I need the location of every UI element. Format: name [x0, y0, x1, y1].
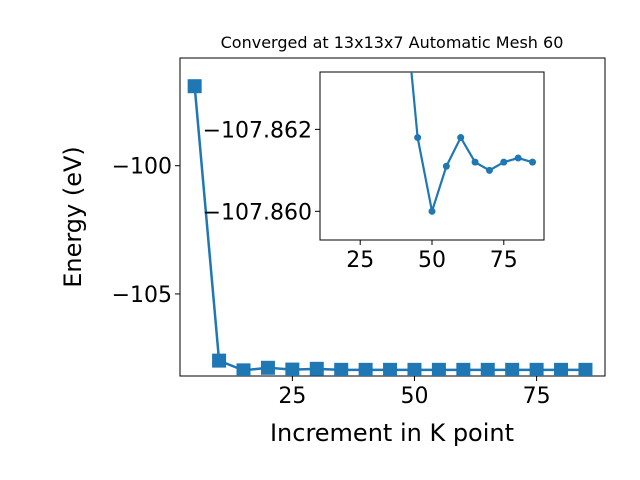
- main-x-tick-label: 50: [400, 384, 428, 409]
- chart-title: Converged at 13x13x7 Automatic Mesh 60: [221, 33, 564, 52]
- inset-data-point: [442, 162, 450, 170]
- main-x-tick-label: 25: [278, 384, 306, 409]
- main-tick-layer: 25 50 75 −105 −100: [112, 155, 551, 409]
- inset-plot-area: [410, 72, 537, 215]
- main-x-tick-label: 75: [523, 384, 551, 409]
- main-data-point: [309, 361, 324, 376]
- main-data-point: [212, 353, 227, 368]
- inset-data-point: [457, 134, 465, 142]
- inset-x-tick-label: 25: [346, 248, 374, 273]
- main-data-point: [505, 362, 520, 376]
- main-data-point: [187, 79, 202, 94]
- main-data-point: [285, 362, 300, 376]
- inset-x-tick-label: 50: [418, 248, 446, 273]
- inset-data-point: [529, 158, 537, 166]
- inset-data-point: [471, 158, 479, 166]
- inset-tick-layer: 25 50 75 −107.862 −107.860: [203, 118, 518, 273]
- main-plot-area: [187, 79, 593, 376]
- main-data-point: [407, 362, 422, 376]
- main-data-point: [554, 362, 569, 376]
- inset-series-line: [410, 72, 533, 212]
- main-data-point: [529, 362, 544, 376]
- main-data-point: [456, 362, 471, 376]
- main-data-point: [260, 360, 275, 375]
- main-data-point: [480, 362, 495, 376]
- main-y-tick-label: −105: [112, 283, 172, 308]
- main-data-point: [383, 362, 398, 376]
- inset-x-tick-label: 75: [490, 248, 518, 273]
- main-data-point: [431, 362, 446, 376]
- inset-plot-frame: [319, 71, 545, 241]
- main-y-tick-label: −100: [112, 155, 172, 180]
- y-axis-label: Energy (eV): [59, 146, 87, 288]
- main-data-point: [578, 362, 593, 376]
- inset-data-point: [414, 134, 422, 142]
- x-axis-label: Increment in K point: [270, 419, 514, 447]
- inset-y-tick-label: −107.860: [203, 200, 312, 225]
- inset-data-point: [514, 154, 522, 162]
- inset-data-point: [428, 207, 436, 215]
- main-data-point: [358, 362, 373, 376]
- inset-data-point: [500, 158, 508, 166]
- main-data-point: [334, 362, 349, 376]
- inset-data-point: [485, 166, 493, 174]
- inset-y-tick-label: −107.862: [203, 118, 312, 143]
- main-data-point: [236, 363, 251, 376]
